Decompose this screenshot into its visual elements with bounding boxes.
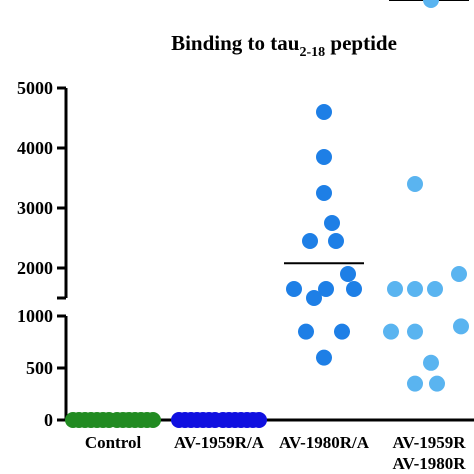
y-tick-label: 2000	[17, 258, 53, 278]
y-axis-ticks: 0 500 1000 2000 3000 4000 5000	[17, 78, 66, 430]
data-point	[286, 281, 302, 297]
data-point	[145, 412, 161, 428]
data-point	[407, 323, 423, 340]
data-point	[387, 281, 403, 297]
chart-title-subscript: 2-18	[299, 45, 325, 60]
data-point	[346, 281, 362, 297]
y-tick-label: 1000	[17, 306, 53, 326]
data-point	[383, 323, 399, 340]
y-tick-label: 3000	[17, 198, 53, 218]
category-labels: Control AV-1959R/A AV-1980R/A AV-1959R AV-19…	[85, 433, 466, 473]
data-point	[451, 266, 467, 282]
chart-title-main: Binding to tau	[171, 31, 300, 55]
data-point	[340, 266, 356, 282]
y-tick-label: 0	[44, 410, 53, 430]
x-category-label: AV-1959R/A	[174, 433, 265, 452]
x-category-label: AV-1980R/A	[279, 433, 370, 452]
y-tick-label: 5000	[17, 78, 53, 98]
data-point	[423, 354, 439, 371]
data-point	[306, 290, 322, 306]
x-category-label: AV-1959R	[392, 433, 466, 452]
axes	[57, 88, 474, 422]
data-point	[316, 149, 332, 165]
data-point	[324, 215, 340, 231]
x-category-label: Control	[85, 433, 142, 452]
data-point	[407, 375, 423, 392]
data-point	[407, 176, 423, 192]
data-point	[429, 375, 445, 392]
mean-lines	[284, 0, 469, 265]
x-category-label: AV-1980R	[392, 454, 466, 473]
data-point	[427, 281, 443, 297]
data-points	[65, 0, 469, 428]
data-point	[407, 281, 423, 297]
chart-title: Binding to tau2-18 peptide	[171, 31, 397, 60]
data-point	[316, 185, 332, 201]
data-point	[334, 323, 350, 340]
data-point	[318, 281, 334, 297]
data-point	[453, 318, 469, 335]
data-point	[316, 349, 332, 366]
data-point	[251, 412, 267, 428]
data-point	[328, 233, 344, 249]
data-point	[423, 0, 439, 8]
chart-title-rest: peptide	[325, 31, 397, 55]
data-point	[298, 323, 314, 340]
data-point	[316, 104, 332, 120]
data-point	[302, 233, 318, 249]
y-tick-label: 4000	[17, 138, 53, 158]
y-tick-label: 500	[26, 358, 53, 378]
